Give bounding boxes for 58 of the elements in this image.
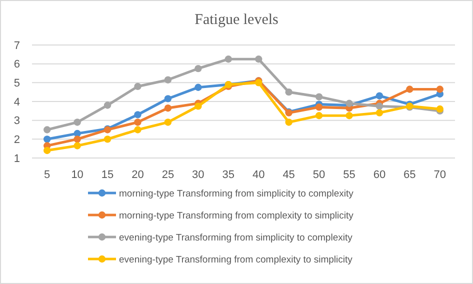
y-tick-label: 5 [14,78,20,90]
x-tick-label: 5 [44,169,50,181]
point [194,64,202,72]
point [376,92,384,100]
x-tick-label: 70 [434,169,446,181]
point [164,118,172,126]
point [315,112,323,120]
x-tick-label: 65 [404,169,416,181]
point [224,56,232,63]
point [194,84,202,91]
point [285,118,292,126]
point [164,76,172,84]
y-tick-label: 1 [14,152,20,165]
point [104,102,112,109]
point [134,118,142,126]
y-tick-label: 6 [14,58,20,71]
x-tick-label: 25 [162,169,174,181]
point [74,118,81,126]
legend-label: evening-type Transforming from simplicity to complexity [119,232,353,244]
x-tick-label: 55 [343,169,356,181]
legend-label: morning-type Transforming from simplicity to complexity [119,188,354,200]
x-tick-label: 30 [192,169,204,181]
legend-label: morning-type Transforming from complexity to simplicity [119,210,354,222]
point [74,142,81,150]
legend-label: evening-type Transforming from complexity to simplicity [119,254,353,266]
x-tick-label: 20 [132,169,144,181]
point [194,102,202,110]
point [406,86,414,93]
y-tick-label: 4 [14,96,20,108]
point [315,104,323,111]
point [164,104,172,112]
point [74,136,81,143]
point [104,136,112,143]
x-tick-label: 50 [312,169,326,181]
point [436,86,444,93]
point [255,56,262,63]
point [164,95,172,102]
point [285,88,292,96]
point [315,93,323,100]
point [134,126,142,134]
point [44,146,51,154]
point [346,112,353,120]
point [134,82,142,90]
y-tick-label: 3 [14,115,20,128]
point [376,109,384,116]
x-tick-label: 15 [101,169,114,181]
point [44,126,51,134]
x-tick-label: 45 [282,169,295,181]
point [44,136,51,143]
y-tick-label: 7 [14,40,20,52]
point [376,102,384,110]
x-tick-label: 60 [373,169,386,181]
point [134,111,142,118]
chart-title: Fatigue levels [194,12,279,28]
x-tick-label: 10 [71,169,84,181]
x-tick-label: 40 [252,169,265,181]
y-tick-label: 2 [14,134,20,146]
x-tick-label: 35 [222,169,235,181]
